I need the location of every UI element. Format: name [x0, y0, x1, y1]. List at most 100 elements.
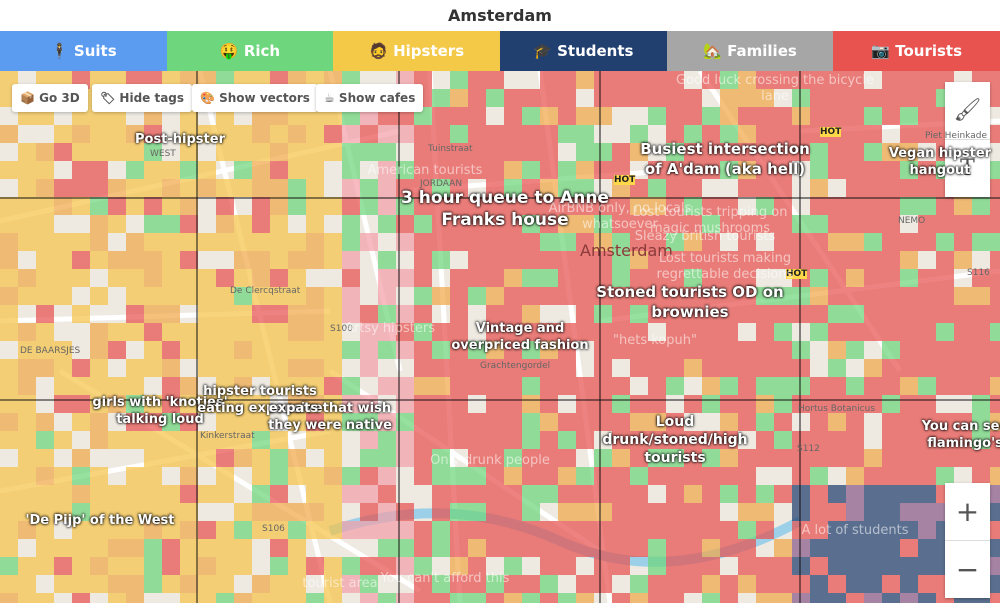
heat-cell [756, 179, 774, 197]
heat-cell [774, 251, 792, 269]
heat-cell [738, 521, 756, 539]
heat-cell [486, 287, 504, 305]
heat-cell [558, 539, 576, 557]
heat-cell [162, 233, 180, 251]
heat-cell [90, 323, 108, 341]
heat-cell [306, 305, 324, 323]
heat-cell [720, 125, 738, 143]
heat-cell [612, 467, 630, 485]
heat-cell [180, 179, 198, 197]
heat-cell [540, 413, 558, 431]
heat-cell [162, 341, 180, 359]
draw-tool[interactable]: 🖌 [945, 82, 990, 140]
text-tool[interactable]: T [960, 156, 975, 181]
heat-cell [630, 413, 648, 431]
heat-cell [540, 89, 558, 107]
heat-cell [144, 413, 162, 431]
heat-cell [18, 503, 36, 521]
heat-cell [432, 251, 450, 269]
heat-cell [774, 377, 792, 395]
heat-cell [540, 107, 558, 125]
heat-cell [126, 287, 144, 305]
heat-cell [36, 431, 54, 449]
heat-cell [270, 215, 288, 233]
heat-cell [360, 467, 378, 485]
heat-cell [684, 323, 702, 341]
heat-cell [288, 593, 306, 603]
heat-cell [324, 233, 342, 251]
heat-cell [54, 233, 72, 251]
heat-cell [954, 323, 972, 341]
tab[interactable]: 🧔 Hipsters [333, 31, 501, 71]
heat-cell [702, 359, 720, 377]
heat-cell [594, 557, 612, 575]
heat-cell [702, 575, 720, 593]
heat-cell [36, 143, 54, 161]
heat-cell [756, 71, 774, 89]
heat-cell [486, 449, 504, 467]
heat-cell [0, 287, 18, 305]
heat-cell [162, 359, 180, 377]
heat-cell [738, 287, 756, 305]
heat-cell [144, 521, 162, 539]
heat-cell [882, 521, 900, 539]
heat-cell [684, 89, 702, 107]
heat-cell [324, 485, 342, 503]
heat-cell [720, 539, 738, 557]
heat-cell [144, 539, 162, 557]
heat-cell [90, 557, 108, 575]
heat-cell [972, 395, 990, 413]
heat-cell [432, 521, 450, 539]
heat-cell [180, 575, 198, 593]
heat-cell [162, 557, 180, 575]
heat-cell [36, 449, 54, 467]
heat-cell [378, 377, 396, 395]
heat-cell [990, 179, 1000, 197]
heat-cell [126, 431, 144, 449]
heat-cell [162, 269, 180, 287]
heat-cell [162, 323, 180, 341]
map-button[interactable]: 🏷 Hide tags [92, 84, 193, 112]
heat-cell [0, 305, 18, 323]
tab[interactable]: 🕴 Suits [0, 31, 167, 71]
map-button[interactable]: 🎨 Show vectors [192, 84, 318, 112]
heat-cell [450, 431, 468, 449]
heat-cell [342, 179, 360, 197]
heat-cell [846, 251, 864, 269]
heat-cell [0, 503, 18, 521]
heat-cell [774, 539, 792, 557]
heat-cell [414, 125, 432, 143]
heat-cell [288, 251, 306, 269]
heat-cell [666, 305, 684, 323]
heat-cell [774, 341, 792, 359]
heat-cell [18, 431, 36, 449]
heat-cell [846, 179, 864, 197]
faded-tag: AirBNB only, no locals whatsoever [548, 201, 692, 233]
heat-cell [828, 197, 846, 215]
tab[interactable]: 🎓 Students [500, 31, 667, 71]
heat-cell [612, 143, 630, 161]
heat-cell [774, 593, 792, 603]
heat-cell [0, 539, 18, 557]
heat-cell [504, 359, 522, 377]
heat-cell [234, 305, 252, 323]
heat-cell [18, 593, 36, 603]
tab[interactable]: 🤑 Rich [166, 31, 334, 71]
heat-cell [540, 287, 558, 305]
heat-cell [720, 485, 738, 503]
heat-cell [738, 269, 756, 287]
heat-cell [864, 521, 882, 539]
tab[interactable]: 🏡 Families [666, 31, 834, 71]
tab[interactable]: 📷 Tourists [833, 31, 1000, 71]
heat-cell [180, 377, 198, 395]
tag: Stoned tourists OD on brownies [596, 283, 784, 321]
map-button[interactable]: 📦 Go 3D [12, 84, 88, 112]
zoom-out[interactable]: − [955, 553, 980, 586]
heat-cell [288, 521, 306, 539]
heat-cell [72, 467, 90, 485]
heat-cell [468, 287, 486, 305]
heat-cell [144, 197, 162, 215]
zoom-in[interactable]: + [945, 483, 990, 541]
heat-cell [36, 341, 54, 359]
map-button[interactable]: ☕ Show cafes [316, 84, 424, 112]
